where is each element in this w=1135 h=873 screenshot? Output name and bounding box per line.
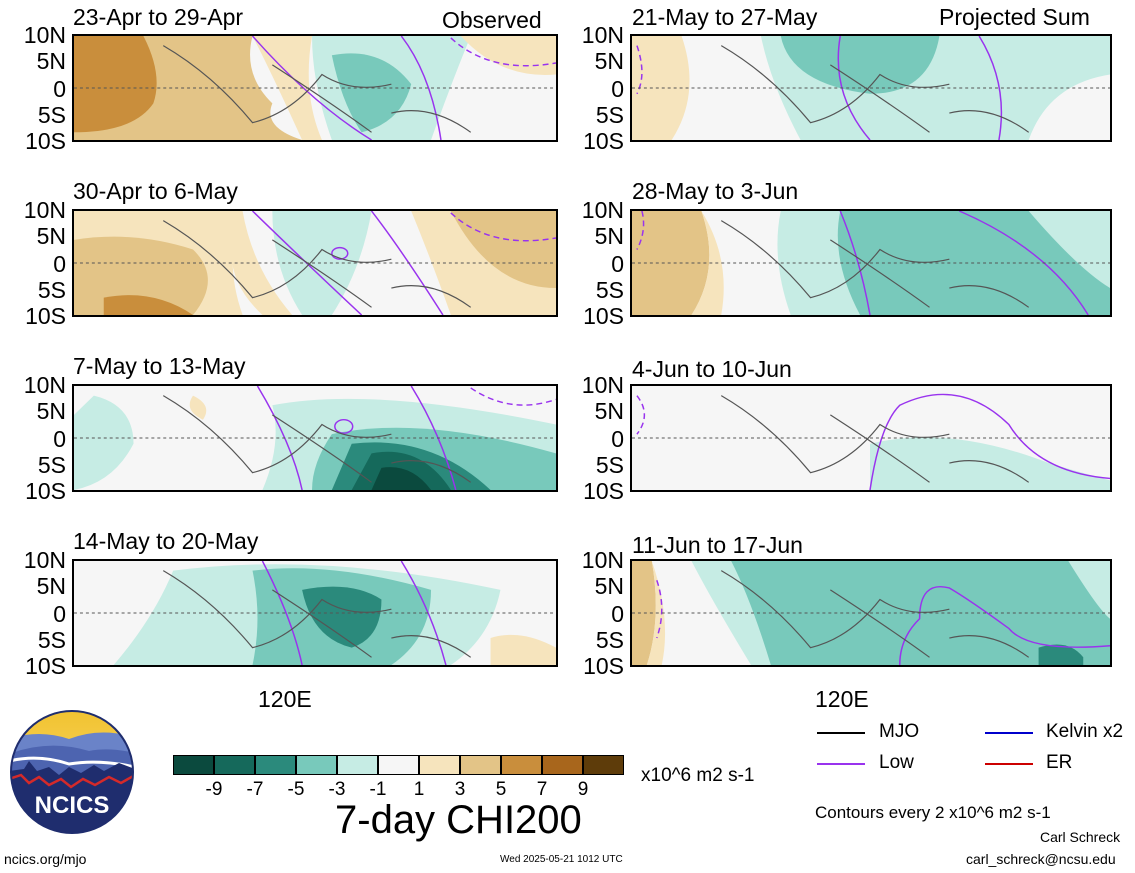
legend-kelvin-line (985, 732, 1033, 734)
lat-label: 10S (583, 128, 624, 154)
lat-label: 10N (581, 547, 624, 573)
legend-mjo-label: MJO (879, 721, 920, 742)
colorbar-tick-label: 3 (454, 779, 466, 800)
lat-label: 10N (581, 372, 624, 398)
colorbar-tick-label: -9 (205, 779, 223, 800)
lat-label: 10S (25, 478, 66, 504)
colorbar-units: x10^6 m2 s-1 (641, 765, 755, 786)
lat-label: 5S (595, 102, 624, 128)
colorbar-tick-label: -1 (369, 779, 387, 800)
colorbar-swatch (419, 755, 460, 775)
lat-label: 10S (583, 653, 624, 679)
lat-label: 5S (37, 627, 66, 653)
map-right-2 (630, 209, 1112, 317)
ncics-logo-text: NCICS (35, 792, 110, 819)
lat-label: 0 (53, 601, 66, 627)
colorbar-swatch (173, 755, 214, 775)
lat-label: 10N (23, 547, 66, 573)
colorbar-swatch (378, 755, 419, 775)
lat-label: 10N (23, 372, 66, 398)
contours-note: Contours every 2 x10^6 m2 s-1 (815, 803, 1051, 822)
legend-mjo-line (817, 732, 865, 734)
colorbar-swatch (460, 755, 501, 775)
lat-label: 10N (581, 197, 624, 223)
ncics-logo: NCICS (9, 709, 135, 835)
colorbar-swatch (296, 755, 337, 775)
lat-label: 10S (583, 478, 624, 504)
map-right-1 (630, 34, 1112, 142)
lat-label: 0 (611, 601, 624, 627)
legend-kelvin-label: Kelvin x2 (1046, 721, 1124, 742)
lat-label: 5N (594, 573, 624, 599)
map-left-3 (72, 384, 558, 492)
footer-email[interactable]: carl_schreck@ncsu.edu (966, 851, 1116, 867)
colorbar-tick-label: 5 (495, 779, 507, 800)
lat-label: 10S (25, 128, 66, 154)
lat-label: 5N (36, 223, 66, 249)
lat-label: 5N (594, 48, 624, 74)
map-left-4 (72, 559, 558, 667)
lat-label: 0 (611, 251, 624, 277)
panel-tag-observed: Observed (442, 7, 542, 33)
lat-label: 5N (36, 573, 66, 599)
panel-title: 11-Jun to 17-Jun (632, 532, 803, 558)
map-left-1 (72, 34, 558, 142)
lat-label: 0 (53, 251, 66, 277)
map-right-4 (630, 559, 1112, 667)
map-right-3 (630, 384, 1112, 492)
colorbar-swatch (583, 755, 624, 775)
colorbar-swatch (214, 755, 255, 775)
colorbar-tick-label: -3 (328, 779, 346, 800)
lat-label: 5S (37, 452, 66, 478)
panel-title: 30-Apr to 6-May (73, 178, 238, 204)
lat-label: 10S (25, 653, 66, 679)
lat-label: 5S (595, 277, 624, 303)
panel-title: 4-Jun to 10-Jun (632, 356, 792, 382)
legend-er-line (985, 763, 1033, 765)
lat-label: 10N (23, 22, 66, 48)
lat-label: 10N (581, 22, 624, 48)
footer-url[interactable]: ncics.org/mjo (4, 851, 87, 867)
legend-low-line (817, 763, 865, 765)
panel-title: 28-May to 3-Jun (632, 178, 799, 204)
lat-label: 0 (53, 76, 66, 102)
map-left-2 (72, 209, 558, 317)
panel-tag-projected: Projected Sum (939, 4, 1090, 30)
panel-title: 23-Apr to 29-Apr (73, 4, 244, 30)
colorbar-tick-label: 1 (413, 779, 425, 800)
colorbar-tick-label: 9 (577, 779, 589, 800)
lat-label: 5N (594, 223, 624, 249)
colorbar-tick-label: -7 (246, 779, 264, 800)
lon-label-right: 120E (815, 686, 869, 712)
footer-author: Carl Schreck (1040, 829, 1121, 845)
colorbar: -9 -7 -5 -3 -1 1 3 5 7 9 (173, 755, 628, 805)
colorbar-tick-label: 7 (536, 779, 548, 800)
legend-low-label: Low (879, 752, 914, 773)
colorbar-swatch (337, 755, 378, 775)
lat-label: 10N (23, 197, 66, 223)
lat-label: 5N (594, 398, 624, 424)
lat-label: 5N (36, 48, 66, 74)
lat-label: 10S (25, 303, 66, 329)
lat-label: 0 (611, 76, 624, 102)
colorbar-swatch (255, 755, 296, 775)
panel-title: 14-May to 20-May (73, 528, 259, 554)
lat-label: 5N (36, 398, 66, 424)
lat-label: 0 (53, 426, 66, 452)
panel-title: 7-May to 13-May (73, 353, 246, 379)
lat-label: 5S (595, 452, 624, 478)
lon-label-left: 120E (258, 686, 312, 712)
footer-timestamp: Wed 2025-05-21 1012 UTC (500, 854, 623, 865)
lat-label: 5S (37, 102, 66, 128)
colorbar-tick-label: -5 (287, 779, 305, 800)
colorbar-swatch (542, 755, 583, 775)
colorbar-title: 7-day CHI200 (335, 798, 582, 842)
panel-title: 21-May to 27-May (632, 4, 818, 30)
lat-label: 5S (595, 627, 624, 653)
lat-label: 5S (37, 277, 66, 303)
lat-label: 0 (611, 426, 624, 452)
lat-label: 10S (583, 303, 624, 329)
legend-er-label: ER (1046, 752, 1073, 773)
colorbar-swatch (501, 755, 542, 775)
